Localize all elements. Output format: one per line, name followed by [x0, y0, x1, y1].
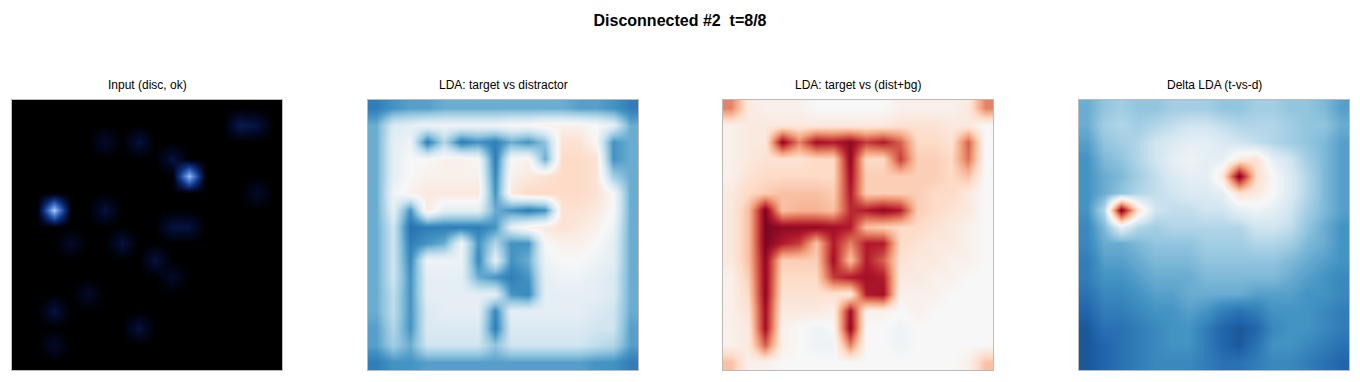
svg-text:Input (disc, ok): Input (disc, ok) — [108, 78, 187, 92]
svg-text:LDA: target vs distractor: LDA: target vs distractor — [439, 78, 568, 92]
svg-text:LDA: target vs (dist+bg): LDA: target vs (dist+bg) — [795, 78, 921, 92]
svg-text:Delta LDA (t-vs-d): Delta LDA (t-vs-d) — [1167, 78, 1262, 92]
svg-text:Disconnected #2 t=8/8: Disconnected #2 t=8/8 — [594, 12, 767, 29]
